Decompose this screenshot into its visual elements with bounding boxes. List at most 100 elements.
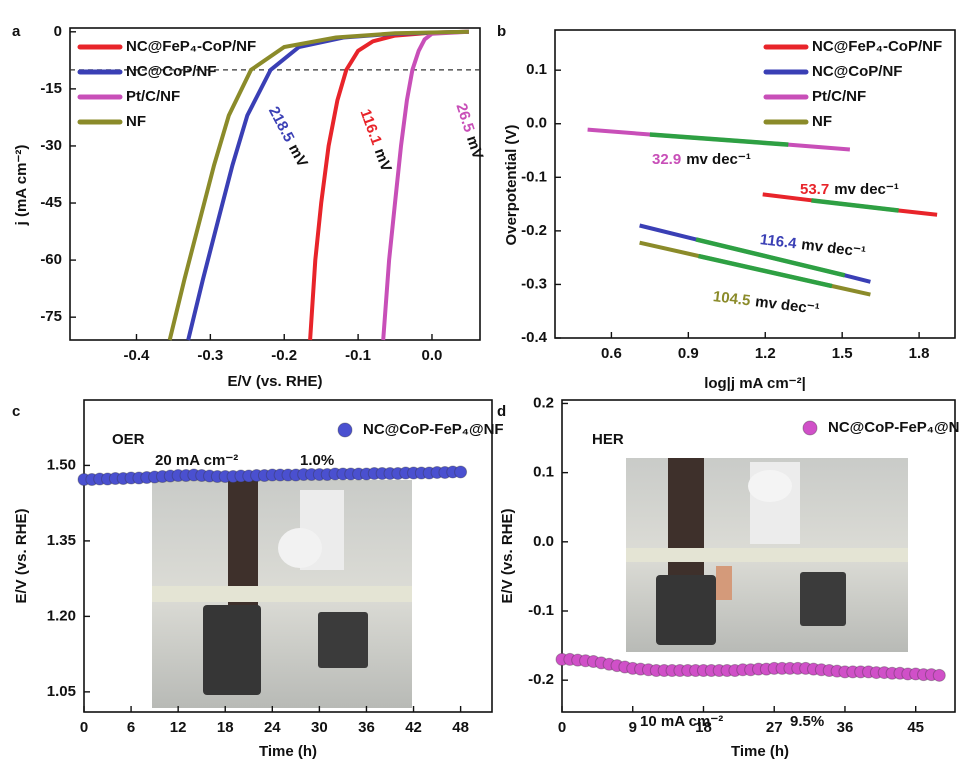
annotation-part: mV [285,141,311,170]
series-line [381,29,470,341]
y-tick-label: 1.50 [47,456,76,473]
plot-frame [561,399,956,713]
y-axis-title: Overpotential (V) [503,125,520,246]
legend-label: NC@FeP₄-CoP/NF [812,38,942,55]
x-tick-label: 18 [217,719,234,736]
annotation-part: 26.5 [452,101,477,134]
photo-inset-oer [152,480,412,708]
annotation-part: mv dec⁻¹ [686,151,751,168]
fit-segment [811,198,899,213]
x-tick-label: 0.0 [422,347,443,364]
x-tick-label: -0.1 [345,347,371,364]
legend-label: NC@CoP/NF [812,63,902,80]
legend-label: NF [812,113,832,130]
y-axis-title: E/V (vs. RHE) [13,508,30,603]
fit-segment [649,132,789,147]
data-point [454,465,468,479]
y-tick-label: 1.05 [47,683,76,700]
condition-label: 20 mA cm⁻² [155,452,238,469]
x-tick-label: 45 [907,719,924,736]
annotation-part: 218.5 [265,104,298,145]
y-tick-label: 0.0 [526,115,547,132]
annotation: 104.5 mv dec⁻¹ [712,288,820,318]
series-line [167,29,469,341]
annotation-part: mV [371,146,395,174]
x-tick-label: 18 [695,719,712,736]
plot-frame [554,29,956,339]
x-tick-label: 0 [80,719,88,736]
x-tick-label: 0.6 [601,345,622,362]
x-tick-label: 48 [452,719,469,736]
x-axis-title: log|j mA cm⁻²| [704,375,806,392]
y-axis-title: E/V (vs. RHE) [499,508,516,603]
y-tick-label: 0.1 [533,464,554,481]
y-tick-label: 1.20 [47,607,76,624]
y-tick-label: -0.1 [521,168,547,185]
x-axis-title: E/V (vs. RHE) [227,373,322,390]
x-tick-label: 36 [837,719,854,736]
x-tick-label: 0.9 [678,345,699,362]
annotation-part: 53.7 [800,181,829,198]
x-tick-label: 1.5 [832,345,853,362]
legend-label: Pt/C/NF [812,88,866,105]
y-tick-label: -30 [40,137,62,154]
x-tick-label: 12 [170,719,187,736]
legend-swatch [802,420,818,436]
annotation-part: mv dec⁻¹ [834,181,899,198]
retention-label: 1.0% [300,452,334,469]
x-tick-label: 36 [358,719,375,736]
fit-segment [698,253,833,289]
annotation-part: mv dec⁻¹ [754,293,820,318]
retention-label: 9.5% [790,713,824,730]
y-tick-label: 0.2 [533,394,554,411]
panel-tag: OER [112,431,145,448]
x-tick-label: -0.3 [197,347,223,364]
x-tick-label: 1.8 [909,345,930,362]
annotation-part: mv dec⁻¹ [800,236,866,261]
y-tick-label: 0.0 [533,533,554,550]
condition-label: 10 mA cm⁻² [640,713,723,730]
data-point [932,668,946,682]
y-tick-label: -15 [40,80,62,97]
x-tick-label: -0.2 [271,347,297,364]
x-tick-label: 42 [405,719,422,736]
x-axis-title: Time (h) [731,743,789,760]
panel-label: b [497,23,506,40]
panel-label: a [12,23,21,40]
y-tick-label: 0 [54,23,62,40]
annotation: 218.5mV [265,104,311,170]
annotation-part: mV [463,134,486,161]
y-tick-label: -0.2 [528,671,554,688]
plot-frame [83,399,493,713]
photo-inset-her [626,458,908,652]
x-tick-label: 24 [264,719,281,736]
legend-label: NC@CoP-FeP₄@NF [363,421,504,438]
legend-label: NF [126,113,146,130]
legend-label: NC@FeP₄-CoP/NF [126,38,256,55]
annotation-part: 116.4 [759,231,798,252]
annotation: 26.5mV [452,101,486,161]
legend-label: NC@CoP-FeP₄@NF [828,419,960,436]
x-tick-label: 6 [127,719,135,736]
legend-swatch [337,422,353,438]
x-tick-label: -0.4 [124,347,151,364]
panel-tag: HER [592,431,624,448]
x-tick-label: 27 [766,719,783,736]
x-tick-label: 1.2 [755,345,776,362]
fit-segment [695,237,846,278]
x-tick-label: 0 [558,719,566,736]
y-axis-title: j (mA cm⁻²) [13,145,30,227]
panel-label: c [12,403,20,420]
annotation-part: 104.5 [712,288,751,309]
y-tick-label: -0.4 [521,329,548,346]
legend-label: NC@CoP/NF [126,63,216,80]
annotation: 53.7 mv dec⁻¹ [800,181,899,198]
y-tick-label: -0.1 [528,602,554,619]
y-tick-label: -0.2 [521,222,547,239]
y-tick-label: 1.35 [47,532,76,549]
x-axis-title: Time (h) [259,743,317,760]
x-tick-label: 30 [311,719,328,736]
y-tick-label: -75 [40,308,62,325]
panel-label: d [497,403,506,420]
annotation: 116.1mV [357,107,395,174]
